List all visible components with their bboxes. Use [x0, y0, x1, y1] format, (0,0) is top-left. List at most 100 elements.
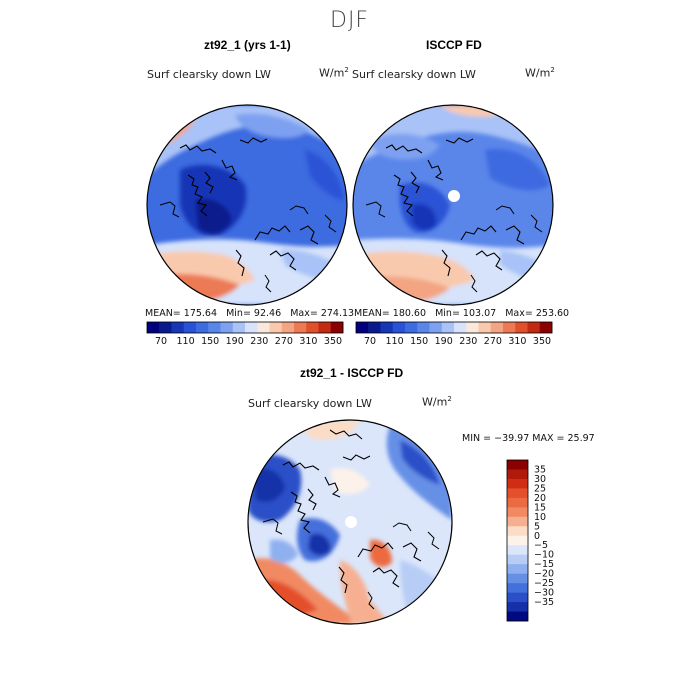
- obs-colorbar-tick-label: 70: [364, 336, 376, 347]
- obs-colorbar-tick-label: 270: [484, 336, 502, 347]
- model-colorbar-tick-label: 150: [201, 336, 219, 347]
- model-colorbar-swatch: [306, 322, 319, 333]
- obs-colorbar-tick-label: 230: [459, 336, 477, 347]
- diff-colorbar-swatch: [507, 554, 528, 565]
- model-colorbar-tick-label: 70: [155, 336, 167, 347]
- obs-colorbar-swatch: [527, 322, 541, 333]
- model-colorbar-frame: [146, 321, 344, 334]
- model-colorbar-swatch: [257, 322, 270, 333]
- obs-colorbar-swatch: [441, 322, 455, 333]
- obs-colorbar: 70 110 150 190 230 270 310 350: [355, 321, 553, 347]
- model-colorbar-tick-label: 230: [250, 336, 268, 347]
- obs-colorbar-swatch: [515, 322, 528, 333]
- diff-colorbar-tick-label: −15: [534, 559, 554, 570]
- diff-colorbar-swatch: [507, 516, 528, 527]
- model-colorbar-swatch: [294, 322, 307, 333]
- obs-mean: MEAN= 180.60: [354, 308, 427, 319]
- model-colorbar-tick-label: 270: [275, 336, 293, 347]
- diff-colorbar-tick-label: −10: [534, 550, 554, 561]
- diff-colorbar-tick-label: 5: [534, 521, 540, 532]
- model-colorbar-swatch: [220, 322, 234, 333]
- model-units-label: W/m2: [319, 66, 349, 80]
- model-colorbar-swatch: [159, 322, 172, 333]
- diff-colorbar-swatch: [507, 507, 528, 518]
- obs-colorbar-swatch: [490, 322, 504, 333]
- obs-colorbar-swatch: [539, 322, 553, 333]
- diff-colorbar-swatch: [507, 478, 528, 489]
- diff-units-label: W/m2: [422, 395, 452, 409]
- diff-colorbar-tick-label: −35: [534, 597, 554, 608]
- diff-colorbar-swatch: [507, 573, 528, 584]
- diff-colorbar-tick-label: 30: [534, 474, 546, 485]
- obs-colorbar-swatch: [466, 322, 479, 333]
- diff-colorbar-tick-label: −5: [534, 540, 548, 551]
- obs-colorbar-swatch: [392, 322, 406, 333]
- obs-colorbar-swatch: [380, 322, 394, 333]
- obs-colorbar-swatch: [478, 322, 492, 333]
- diff-variable-label: Surf clearsky down LW: [248, 397, 372, 410]
- diff-colorbar-swatch: [507, 564, 528, 574]
- diff-colorbar-tick-label: 20: [534, 493, 546, 504]
- model-max: Max= 274.13: [290, 308, 355, 319]
- model-colorbar-swatch: [245, 322, 258, 333]
- model-colorbar-swatch: [183, 322, 197, 333]
- model-map: [146, 104, 348, 306]
- model-panel-title: zt92_1 (yrs 1-1): [204, 38, 291, 52]
- diff-panel-title: zt92_1 - ISCCP FD: [300, 366, 404, 380]
- obs-colorbar-tick-label: 190: [435, 336, 453, 347]
- model-colorbar: 70 110 150 190 230 270 310 350: [146, 321, 344, 347]
- obs-colorbar-swatch: [429, 322, 443, 333]
- model-stats: MEAN= 175.64 Min= 92.46 Max= 274.13: [145, 308, 354, 319]
- obs-variable-label: Surf clearsky down LW: [352, 68, 476, 81]
- obs-colorbar-tick-label: 350: [533, 336, 551, 347]
- obs-colorbar-tick-label: 150: [410, 336, 428, 347]
- obs-colorbar-swatch: [368, 322, 381, 333]
- model-colorbar-swatch: [147, 322, 160, 333]
- obs-units-label: W/m2: [525, 66, 555, 80]
- obs-colorbar-swatch: [454, 322, 467, 333]
- model-colorbar-tick-label: 350: [324, 336, 342, 347]
- diff-colorbar-swatch: [507, 535, 528, 546]
- season-title: DJF: [330, 8, 370, 33]
- model-colorbar-tick-label: 310: [299, 336, 317, 347]
- diff-colorbar-tick-label: −30: [534, 588, 554, 599]
- obs-stats: MEAN= 180.60 Min= 103.07 Max= 253.60: [354, 308, 569, 319]
- model-colorbar-swatch: [171, 322, 185, 333]
- model-colorbar-swatch: [232, 322, 246, 333]
- diff-colorbar-swatch: [507, 611, 528, 622]
- obs-max: Max= 253.60: [505, 308, 570, 319]
- model-colorbar-swatch: [330, 322, 344, 333]
- obs-colorbar-swatch: [405, 322, 418, 333]
- diff-colorbar-swatch: [507, 460, 528, 470]
- model-variable-label: Surf clearsky down LW: [147, 68, 271, 81]
- obs-colorbar-tick-label: 310: [508, 336, 526, 347]
- model-colorbar-swatch: [196, 322, 209, 333]
- diff-colorbar-swatch: [507, 592, 528, 603]
- obs-colorbar-swatch: [356, 322, 369, 333]
- obs-map: [352, 104, 554, 306]
- diff-colorbar-tick-label: 35: [534, 464, 546, 475]
- diff-minmax: MIN = −39.97 MAX = 25.97: [462, 433, 595, 444]
- diff-colorbar-swatch: [507, 469, 528, 480]
- diff-colorbar-swatch: [507, 545, 528, 556]
- obs-panel-title: ISCCP FD: [426, 38, 482, 52]
- model-mean: MEAN= 175.64: [145, 308, 218, 319]
- diff-colorbar-tick-label: −25: [534, 578, 554, 589]
- diff-colorbar-swatch: [507, 602, 528, 612]
- model-min: Min= 92.46: [226, 308, 282, 319]
- diff-colorbar-tick-label: 0: [534, 531, 540, 542]
- diff-colorbar-tick-label: −20: [534, 569, 554, 580]
- obs-colorbar-tick-label: 110: [386, 336, 404, 347]
- diff-colorbar-swatch: [507, 497, 528, 508]
- diff-colorbar-swatch: [507, 583, 528, 593]
- model-colorbar-swatch: [269, 322, 283, 333]
- model-colorbar-swatch: [208, 322, 221, 333]
- obs-min: Min= 103.07: [435, 308, 497, 319]
- diff-colorbar-tick-label: 15: [534, 502, 546, 513]
- obs-colorbar-frame: [355, 321, 553, 334]
- diff-map: [247, 419, 453, 625]
- diff-colorbar-frame: [506, 459, 529, 622]
